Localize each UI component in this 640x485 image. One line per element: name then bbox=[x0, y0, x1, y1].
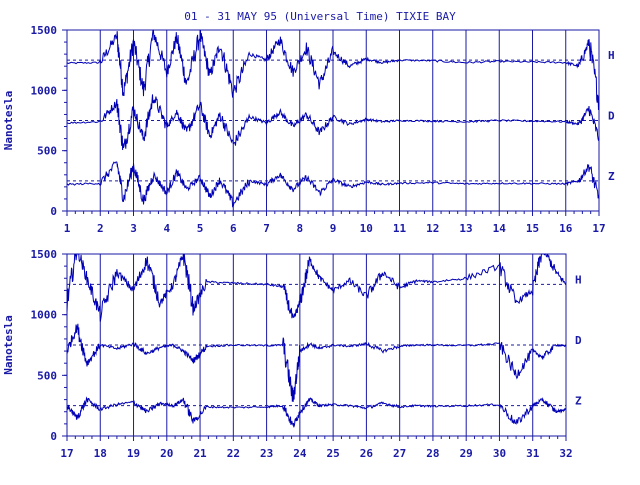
x-tick-label: 30 bbox=[493, 447, 506, 460]
y-tick-label: 0 bbox=[50, 205, 57, 218]
x-tick-label: 22 bbox=[227, 447, 240, 460]
x-tick-label: 11 bbox=[393, 222, 407, 235]
y-axis-label: Nanotesla bbox=[2, 91, 15, 151]
series-label-d: D bbox=[575, 334, 582, 347]
x-tick-label: 27 bbox=[393, 447, 406, 460]
series-line-z bbox=[66, 161, 600, 208]
x-tick-label: 32 bbox=[559, 447, 572, 460]
x-tick-label: 3 bbox=[130, 222, 137, 235]
chart-title: 01 - 31 MAY 95 (Universal Time) TIXIE BA… bbox=[184, 10, 456, 23]
x-tick-label: 18 bbox=[94, 447, 107, 460]
y-tick-label: 0 bbox=[50, 430, 57, 443]
x-tick-label: 10 bbox=[360, 222, 373, 235]
series-line-d bbox=[66, 323, 567, 402]
x-tick-label: 28 bbox=[426, 447, 439, 460]
x-tick-label: 17 bbox=[592, 222, 605, 235]
y-tick-label: 500 bbox=[37, 145, 57, 158]
panel-bottom: 17 18 19 20 21 22 23 24 25 26 27 28 29 30 31 32 0 500 1000… bbox=[2, 248, 582, 460]
x-tick-label: 29 bbox=[460, 447, 473, 460]
x-tick-label: 24 bbox=[293, 447, 307, 460]
x-tick-label: 31 bbox=[526, 447, 540, 460]
x-tick-label: 15 bbox=[526, 222, 539, 235]
x-tick-label: 5 bbox=[197, 222, 204, 235]
x-tick-label: 25 bbox=[327, 447, 340, 460]
x-tick-label: 21 bbox=[193, 447, 207, 460]
x-tick-label: 23 bbox=[260, 447, 273, 460]
x-tick-label: 8 bbox=[296, 222, 303, 235]
x-tick-label: 7 bbox=[263, 222, 270, 235]
x-tick-label: 1 bbox=[64, 222, 71, 235]
series-line-d bbox=[66, 94, 600, 151]
y-axis-label: Nanotesla bbox=[2, 315, 15, 375]
y-tick-label: 1500 bbox=[31, 248, 58, 261]
series-line-z bbox=[66, 396, 567, 428]
x-tick-label: 4 bbox=[163, 222, 170, 235]
y-tick-label: 500 bbox=[37, 369, 57, 382]
x-tick-label: 6 bbox=[230, 222, 237, 235]
series-label-z: Z bbox=[608, 170, 615, 183]
y-tick-label: 1000 bbox=[31, 309, 58, 322]
panel-top: 1 2 3 4 5 6 7 8 9 10 11 12 13 14 15 16 17050010001500Nan… bbox=[2, 24, 615, 235]
x-tick-label: 2 bbox=[97, 222, 104, 235]
x-tick-label: 9 bbox=[330, 222, 337, 235]
x-tick-label: 26 bbox=[360, 447, 374, 460]
x-tick-label: 13 bbox=[459, 222, 472, 235]
x-tick-label: 14 bbox=[493, 222, 507, 235]
x-tick-label: 12 bbox=[426, 222, 439, 235]
x-tick-label: 19 bbox=[127, 447, 140, 460]
y-tick-label: 1500 bbox=[31, 24, 58, 37]
series-label-z: Z bbox=[575, 395, 582, 408]
series-label-h: H bbox=[608, 49, 615, 62]
y-tick-label: 1000 bbox=[31, 84, 58, 97]
series-label-d: D bbox=[608, 110, 615, 123]
x-tick-label: 17 bbox=[60, 447, 73, 460]
series-line-h bbox=[66, 253, 567, 322]
x-tick-label: 16 bbox=[559, 222, 573, 235]
series-line-h bbox=[66, 29, 600, 111]
x-tick-label: 20 bbox=[160, 447, 173, 460]
series-label-h: H bbox=[575, 273, 582, 286]
